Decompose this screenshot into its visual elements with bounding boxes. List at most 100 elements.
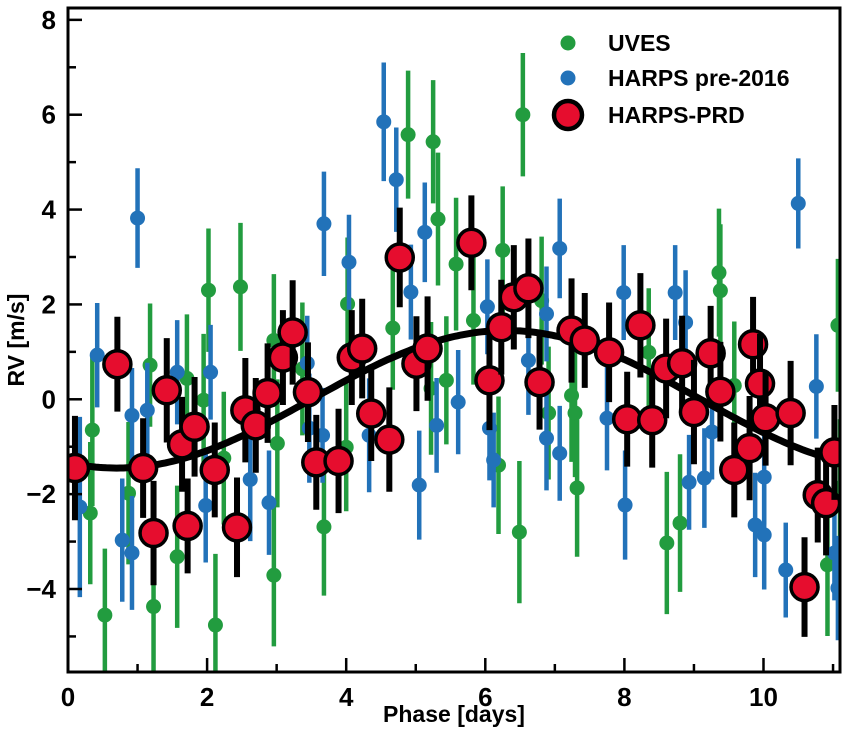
harps-prd-point — [744, 368, 776, 399]
data-layer — [68, 53, 840, 672]
axes-layer: 0 2 4 6 8 10 −4 −2 0 2 4 6 8 — [26, 5, 842, 712]
uves-point — [142, 357, 158, 373]
harps-prd-point — [636, 404, 668, 436]
legend-harps-pre-label: HARPS pre-2016 — [608, 65, 790, 91]
harps-pre-2016-point — [616, 285, 632, 301]
harps-prd-point — [611, 403, 643, 435]
x-tick-label: 6 — [478, 682, 492, 712]
harps-pre-2016-point — [790, 195, 806, 211]
harps-prd-point — [524, 366, 555, 398]
y-tick-label: 2 — [42, 289, 56, 319]
harps-prd-point — [593, 337, 625, 368]
uves-point — [169, 549, 185, 565]
harps-pre-2016-point — [89, 347, 105, 363]
harps-prd-point — [374, 424, 405, 455]
harps-prd-point — [474, 365, 505, 396]
x-tick-label: 10 — [749, 682, 778, 712]
x-axis-label: Phase [days] — [383, 701, 525, 727]
x-tick-label: 2 — [200, 682, 214, 712]
harps-prd-point — [277, 317, 308, 348]
uves-point — [641, 344, 657, 360]
harps-pre-2016-point — [667, 285, 683, 301]
harps-pre-2016-point — [417, 224, 433, 240]
plot-border — [66, 6, 842, 674]
legend: UVES HARPS pre-2016 HARPS-PRD — [551, 30, 790, 132]
harps-prd-point — [412, 333, 443, 364]
harps-pre-2016-point — [830, 580, 840, 596]
series-harps-prd — [68, 195, 840, 637]
harps-prd-point — [199, 454, 230, 486]
harps-prd-point — [68, 452, 91, 484]
harps-pre-2016-point — [124, 407, 140, 423]
harps-pre-2016-point — [617, 497, 633, 513]
uves-point — [232, 279, 248, 295]
harps-pre-2016-point — [450, 394, 466, 410]
harps-pre-2016-point — [341, 254, 357, 270]
harps-pre-2016-point — [242, 471, 258, 487]
harps-pre-2016-point — [747, 517, 763, 533]
harps-pre-2016-point — [552, 240, 568, 256]
harps-pre-2016-point — [486, 452, 502, 468]
harps-pre-2016-point — [403, 284, 419, 300]
harps-prd-point — [789, 571, 820, 603]
uves-point — [567, 405, 583, 421]
harps-pre-2016-point — [520, 352, 536, 368]
uves-point — [316, 519, 332, 535]
harps-prd-point — [252, 377, 283, 409]
harps-pre-2016-point — [552, 445, 568, 461]
y-axis-label: RV [m/s] — [3, 294, 29, 387]
uves-point — [200, 282, 216, 298]
uves-point — [425, 134, 441, 150]
harps-prd-point — [172, 510, 203, 542]
uves-point — [465, 313, 481, 329]
y-tick-label: 0 — [42, 384, 56, 414]
harps-pre-2016-point — [539, 430, 555, 446]
harps-pre-2016-point — [539, 306, 555, 322]
uves-point — [430, 211, 446, 227]
harps-prd-point — [625, 310, 656, 341]
uves-point — [266, 567, 282, 583]
harps-prd-point — [151, 375, 183, 406]
harps-prd-point — [102, 348, 133, 380]
uves-point — [146, 599, 162, 615]
harps-prd-point — [486, 311, 517, 343]
harps-pre-2016-point — [114, 532, 130, 548]
harps-pre-2016-point — [479, 299, 495, 315]
legend-uves-label: UVES — [608, 30, 671, 56]
harps-prd-point — [678, 396, 710, 428]
harps-prd-point — [292, 376, 324, 408]
harps-pre-2016-point — [139, 402, 155, 418]
y-tick-label: 8 — [42, 5, 56, 35]
harps-prd-point — [384, 242, 416, 273]
harps-pre-2016-point — [411, 477, 427, 493]
series-harps-pre-2016 — [72, 62, 840, 641]
y-tick-label: −2 — [26, 479, 56, 509]
harps-prd-point — [569, 325, 601, 356]
uves-point — [196, 392, 212, 408]
x-tick-label: 8 — [617, 682, 631, 712]
harps-pre-2016-point — [808, 378, 824, 394]
uves-point — [830, 317, 840, 333]
harps-pre-2016-point — [316, 216, 332, 232]
harps-prd-point — [323, 445, 354, 477]
harps-prd-point — [138, 517, 169, 549]
y-tick-label: 4 — [42, 195, 57, 225]
harps-prd-point — [456, 227, 487, 259]
harps-pre-2016-point — [681, 474, 697, 490]
uves-point — [385, 320, 401, 336]
legend-harps-prd-marker-icon — [551, 98, 585, 132]
harps-pre-2016-point — [599, 410, 615, 426]
harps-pre-2016-point — [198, 498, 214, 514]
harps-pre-2016-point — [124, 545, 140, 561]
harps-prd-point — [819, 437, 840, 468]
legend-harps-pre-marker-icon — [560, 70, 576, 86]
harps-pre-2016-point — [130, 210, 146, 226]
harps-pre-2016-point — [756, 527, 772, 543]
legend-harps-prd-label: HARPS-PRD — [608, 102, 745, 128]
uves-point — [819, 557, 835, 573]
harps-pre-2016-point — [261, 495, 277, 511]
legend-uves-marker-icon — [560, 35, 576, 51]
harps-prd-point — [179, 411, 210, 443]
